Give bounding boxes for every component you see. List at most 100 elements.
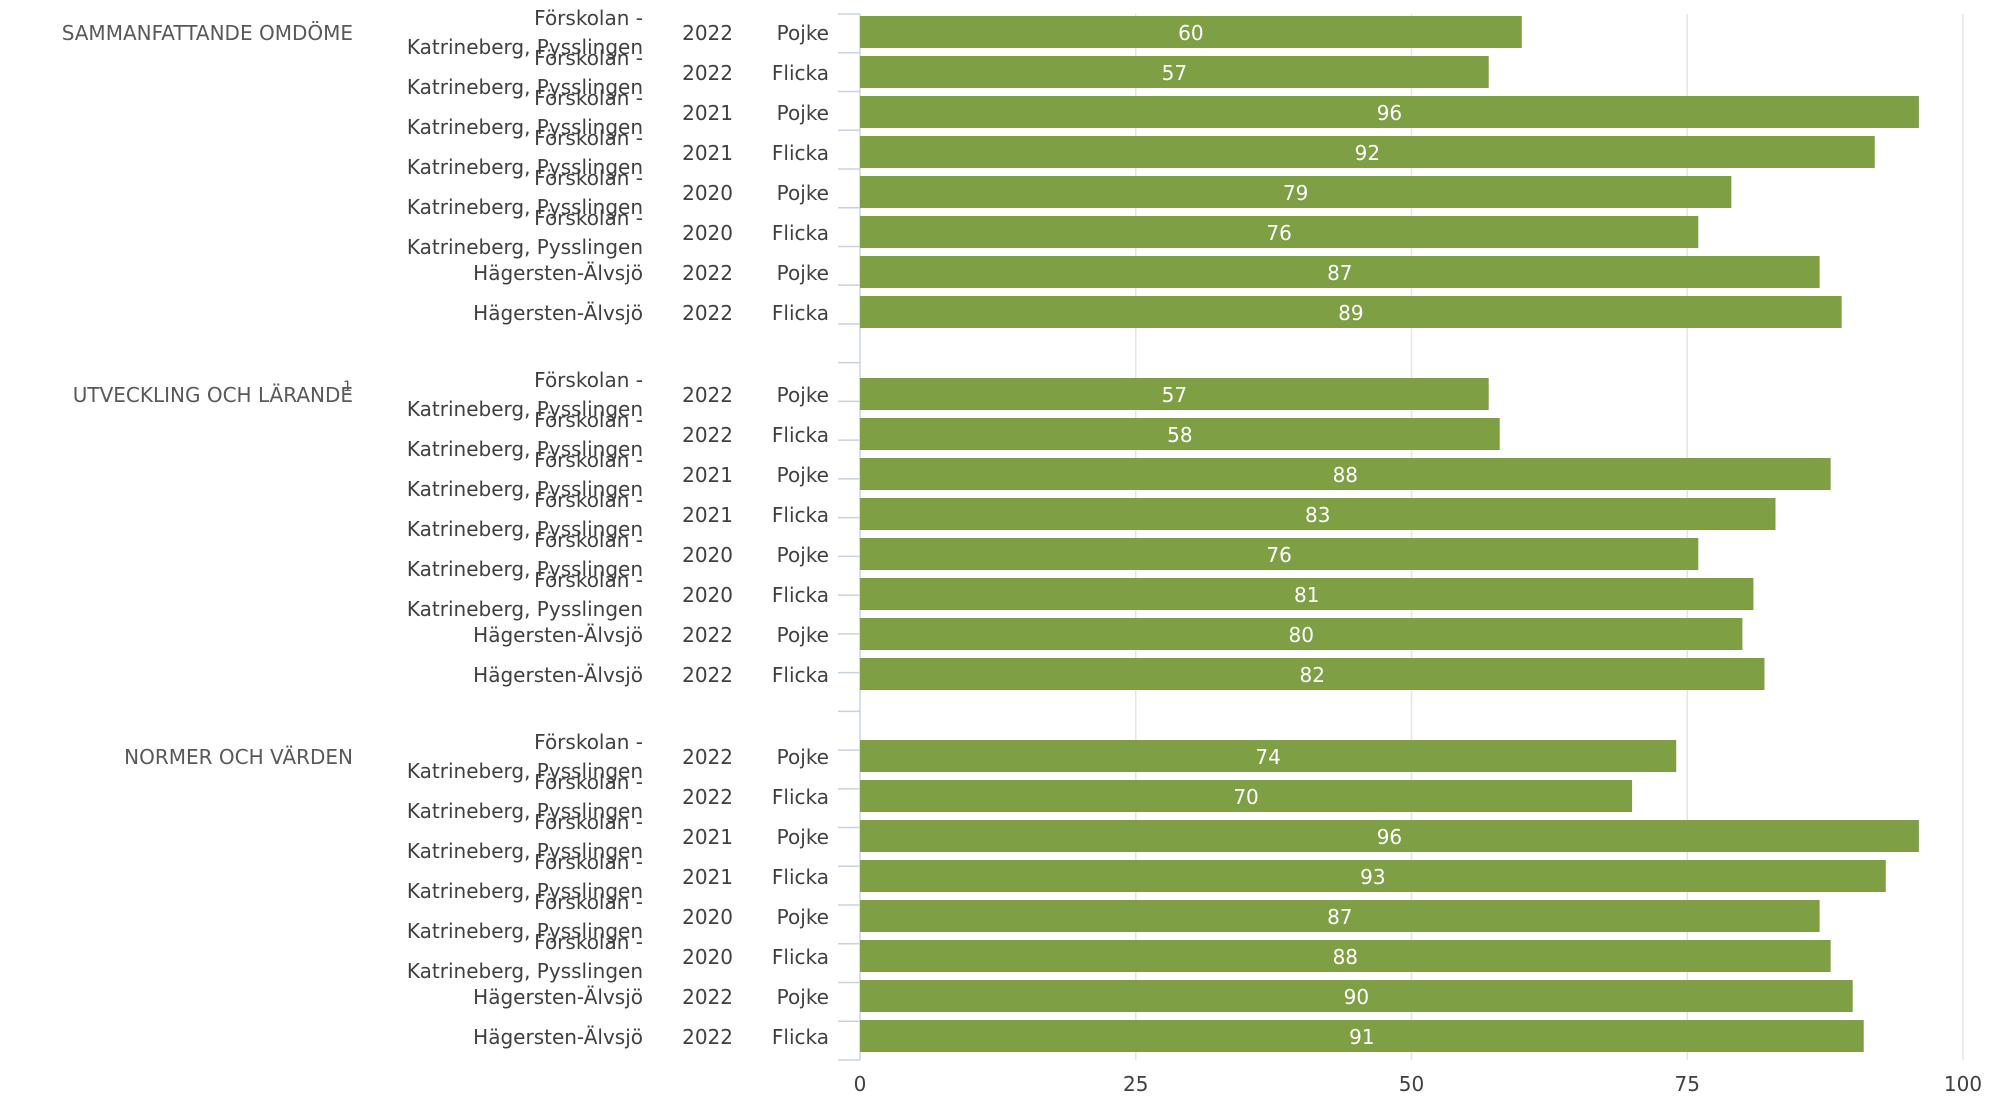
year-label: 2020 (682, 221, 733, 245)
bar (860, 578, 1754, 610)
bar (860, 498, 1776, 530)
bar (860, 458, 1831, 490)
x-tick-label: 0 (854, 1072, 867, 1096)
bar (860, 900, 1820, 932)
bar-value-label: 79 (1283, 181, 1308, 205)
unit-label: Förskolan -Katrineberg, Pysslingen (407, 890, 643, 943)
unit-label: Förskolan -Katrineberg, Pysslingen (407, 368, 643, 421)
unit-label: Förskolan -Katrineberg, Pysslingen (407, 408, 643, 461)
gender-label: Pojke (777, 745, 829, 769)
bar-value-label: 57 (1162, 61, 1187, 85)
bars (860, 16, 1919, 1052)
gender-label: Flicka (772, 663, 829, 687)
year-label: 2020 (682, 945, 733, 969)
unit-label: Förskolan -Katrineberg, Pysslingen (407, 930, 643, 983)
year-label: 2021 (682, 101, 733, 125)
gender-label: Pojke (777, 825, 829, 849)
gender-label: Pojke (777, 101, 829, 125)
bar (860, 418, 1500, 450)
bar (860, 136, 1875, 168)
gender-label: Pojke (777, 985, 829, 1009)
year-label: 2022 (682, 383, 733, 407)
bar (860, 658, 1765, 690)
year-label: 2021 (682, 865, 733, 889)
gender-label: Pojke (777, 463, 829, 487)
bar-value-label: 60 (1178, 21, 1203, 45)
section-label: NORMER OCH VÄRDEN (124, 745, 353, 769)
gender-label: Flicka (772, 583, 829, 607)
bar-value-label: 96 (1377, 825, 1402, 849)
gender-label: Flicka (772, 141, 829, 165)
year-label: 2022 (682, 1025, 733, 1049)
year-label: 2020 (682, 905, 733, 929)
row-labels: 60 Pojke 2022 Förskolan -Katrineberg, Pyssl… (407, 6, 1402, 1049)
bar-value-label: 70 (1233, 785, 1258, 809)
bar-value-label: 87 (1327, 905, 1352, 929)
year-label: 2022 (682, 985, 733, 1009)
year-label: 2022 (682, 261, 733, 285)
x-tick-label: 75 (1675, 1072, 1700, 1096)
year-label: 2022 (682, 663, 733, 687)
x-tick-label: 25 (1123, 1072, 1148, 1096)
section-label: SAMMANFATTANDE OMDÖME (62, 21, 353, 45)
bar-value-label: 91 (1349, 1025, 1374, 1049)
gender-label: Flicka (772, 423, 829, 447)
bar-value-label: 76 (1266, 543, 1291, 567)
x-tick-label: 100 (1944, 1072, 1982, 1096)
section-labels: SAMMANFATTANDE OMDÖME UTVECKLING OCH LÄRA… (62, 21, 353, 769)
year-label: 2022 (682, 623, 733, 647)
gender-label: Pojke (777, 383, 829, 407)
year-label: 2022 (682, 61, 733, 85)
year-label: 2022 (682, 423, 733, 447)
gender-label: Pojke (777, 543, 829, 567)
bar-value-label: 88 (1333, 945, 1358, 969)
year-label: 2021 (682, 503, 733, 527)
bar-value-label: 88 (1333, 463, 1358, 487)
gender-label: Flicka (772, 865, 829, 889)
unit-label: Förskolan -Katrineberg, Pysslingen (407, 86, 643, 139)
unit-label: Förskolan -Katrineberg, Pysslingen (407, 206, 643, 259)
year-label: 2022 (682, 745, 733, 769)
gender-label: Flicka (772, 503, 829, 527)
x-tick-label: 50 (1399, 1072, 1424, 1096)
gender-label: Flicka (772, 785, 829, 809)
bar-value-label: 90 (1344, 985, 1369, 1009)
bar-value-label: 93 (1360, 865, 1385, 889)
footnote-marker: 1 (343, 379, 352, 395)
unit-label: Förskolan -Katrineberg, Pysslingen (407, 126, 643, 179)
unit-label: Förskolan -Katrineberg, Pysslingen (407, 850, 643, 903)
bar (860, 16, 1522, 48)
bar (860, 820, 1919, 852)
bar (860, 296, 1842, 328)
unit-label: Hägersten-Älvsjö (473, 985, 643, 1009)
gender-label: Flicka (772, 221, 829, 245)
year-label: 2022 (682, 785, 733, 809)
bar-value-label: 76 (1266, 221, 1291, 245)
bar-value-label: 58 (1167, 423, 1192, 447)
gender-label: Pojke (777, 261, 829, 285)
unit-label: Förskolan -Katrineberg, Pysslingen (407, 770, 643, 823)
bar-value-label: 83 (1305, 503, 1330, 527)
unit-label: Förskolan -Katrineberg, Pysslingen (407, 730, 643, 783)
unit-label: Förskolan -Katrineberg, Pysslingen (407, 488, 643, 541)
unit-label: Förskolan -Katrineberg, Pysslingen (407, 810, 643, 863)
unit-label: Förskolan -Katrineberg, Pysslingen (407, 528, 643, 581)
gender-label: Flicka (772, 61, 829, 85)
bar-value-label: 82 (1300, 663, 1325, 687)
bar (860, 378, 1489, 410)
gender-label: Pojke (777, 21, 829, 45)
gender-label: Pojke (777, 623, 829, 647)
bar (860, 980, 1853, 1012)
year-label: 2020 (682, 181, 733, 205)
bar (860, 56, 1489, 88)
bar-value-label: 96 (1377, 101, 1402, 125)
bar (860, 176, 1732, 208)
unit-label: Hägersten-Älvsjö (473, 1025, 643, 1049)
year-label: 2021 (682, 141, 733, 165)
gender-label: Flicka (772, 301, 829, 325)
gender-label: Flicka (772, 945, 829, 969)
bar-value-label: 81 (1294, 583, 1319, 607)
bar-value-label: 87 (1327, 261, 1352, 285)
bar (860, 618, 1743, 650)
